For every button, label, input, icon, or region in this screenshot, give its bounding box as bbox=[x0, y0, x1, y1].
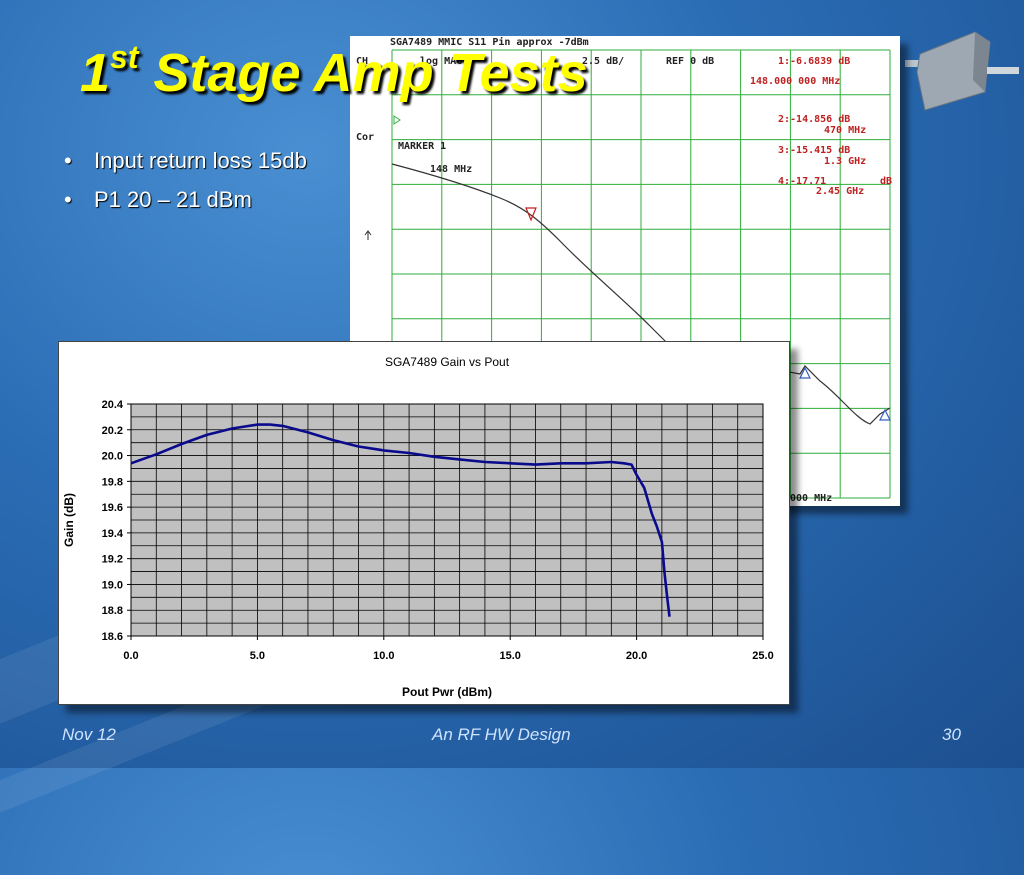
s11-trace bbox=[391, 163, 891, 425]
y-tick-label: 20.0 bbox=[102, 451, 123, 463]
s11-marker-1-freq: 148.000 000 MHz bbox=[750, 76, 841, 87]
s11-marker-1 bbox=[525, 207, 537, 222]
chart-title: SGA7489 Gain vs Pout bbox=[385, 355, 510, 369]
y-tick-label: 19.8 bbox=[102, 476, 123, 488]
s11-header: SGA7489 MMIC S11 Pin approx -7dBm bbox=[390, 37, 589, 48]
s11-marker-3-value: 3:-15.415 dB bbox=[778, 145, 851, 156]
s11-marker-3-freq: 1.3 GHz bbox=[824, 156, 867, 167]
gain-chart: 0.0 5.0 10.0 15.0 20.0 25.0 20.4 20.2 20.0 19.8 19… bbox=[58, 341, 790, 705]
y-tick-label: 19.0 bbox=[102, 579, 123, 591]
s11-marker-label: MARKER 1 bbox=[398, 141, 447, 152]
s11-scroll-arrow bbox=[364, 230, 372, 240]
s11-marker-4-freq: 2.45 GHz bbox=[816, 186, 865, 197]
gain-series-line bbox=[130, 423, 671, 617]
s11-scale-label: 2.5 dB/ bbox=[582, 56, 625, 67]
x-tick-label: 5.0 bbox=[250, 650, 265, 662]
footer-page-number: 30 bbox=[942, 725, 961, 744]
s11-ref-arrow bbox=[393, 115, 401, 125]
x-tick-label: 25.0 bbox=[752, 650, 773, 662]
s11-marker-freq: 148 MHz bbox=[430, 164, 473, 175]
s11-marker-4-unit: dB bbox=[880, 176, 893, 187]
s11-format-label: log MAG bbox=[420, 56, 463, 67]
s11-channel-label: CH bbox=[356, 56, 369, 67]
slide-title: 1st Stage Amp Tests bbox=[80, 39, 588, 103]
s11-ref-label: REF 0 dB bbox=[666, 56, 715, 67]
s11-marker-1-value: 1:-6.6839 dB bbox=[778, 56, 851, 67]
s11-cor-label: Cor bbox=[356, 132, 375, 143]
x-tick-label: 20.0 bbox=[626, 650, 647, 662]
s11-marker-4-value: 4:-17.71 bbox=[778, 176, 827, 187]
s11-marker-3 bbox=[799, 366, 811, 379]
y-tick-label: 19.6 bbox=[102, 502, 123, 514]
bullet-list: Input return loss 15db P1 20 – 21 dBm bbox=[62, 148, 307, 226]
x-tick-label: 0.0 bbox=[123, 650, 138, 662]
plot-border bbox=[130, 403, 764, 637]
y-tick-label: 20.2 bbox=[102, 425, 123, 437]
y-tick-label: 18.6 bbox=[102, 631, 123, 643]
y-tick-label: 19.2 bbox=[102, 554, 123, 566]
y-tick-label: 19.4 bbox=[102, 528, 124, 540]
footer-title: An RF HW Design bbox=[432, 725, 571, 744]
y-tick-label: 18.8 bbox=[102, 605, 123, 617]
y-axis-label: Gain (dB) bbox=[62, 493, 76, 547]
s11-marker-4 bbox=[879, 408, 891, 421]
s11-freq-end: 000 MHz bbox=[790, 493, 833, 504]
s11-marker-2-value: 2:-14.856 dB bbox=[778, 114, 851, 125]
x-axis-label: Pout Pwr (dBm) bbox=[402, 685, 492, 699]
x-tick-label: 15.0 bbox=[499, 650, 520, 662]
y-tick-label: 20.4 bbox=[102, 399, 124, 411]
footer-date: Nov 12 bbox=[62, 725, 116, 744]
bullet-item: Input return loss 15db bbox=[62, 148, 307, 174]
x-tick-label: 10.0 bbox=[373, 650, 394, 662]
probe-graphic bbox=[905, 31, 1019, 111]
s11-marker-2-freq: 470 MHz bbox=[824, 125, 867, 136]
bullet-item: P1 20 – 21 dBm bbox=[62, 187, 307, 213]
gain-chart-svg: 0.0 5.0 10.0 15.0 20.0 25.0 20.4 20.2 20.0 19.8 19… bbox=[62, 355, 774, 699]
